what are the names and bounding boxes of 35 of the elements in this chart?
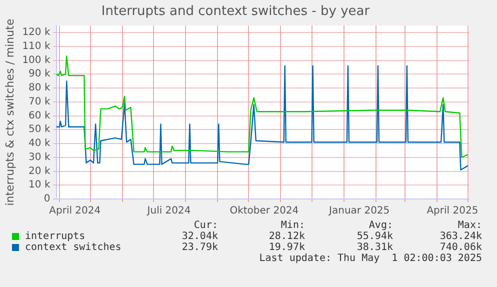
text: Cur:: [192, 220, 218, 231]
y-tick-label: 30 k: [28, 152, 50, 163]
y-tick-label: 110 k: [22, 41, 50, 52]
text: 740.06k: [438, 242, 482, 253]
text: Max:: [456, 220, 482, 231]
y-tick-label: 60 k: [28, 110, 50, 122]
x-tick-label: April 2024: [49, 206, 101, 217]
x-tick-label: April 2025: [426, 206, 478, 217]
text: 55.94k: [356, 231, 393, 242]
text: 32.04k: [180, 231, 218, 242]
y-tick-label: 90 k: [28, 68, 50, 80]
chart-title: Interrupts and context switches - by year: [101, 4, 370, 20]
x-tick-label: Januar 2025: [328, 206, 390, 217]
y-tick-label: 40 k: [28, 138, 50, 150]
text: 28.12k: [268, 231, 305, 242]
legend-label: context switches: [25, 242, 122, 253]
y-tick-label: 10 k: [28, 180, 50, 191]
text: Min:: [280, 220, 305, 231]
x-tick-label: Juli 2024: [146, 206, 191, 217]
y-tick-label: 20 k: [28, 166, 50, 177]
y-tick-label: 70 k: [28, 96, 50, 108]
text: 38.31k: [356, 242, 393, 253]
text: Avg:: [368, 220, 393, 231]
y-tick-label: 0: [44, 194, 50, 205]
text: Last update: Thu May 1 02:00:03 2025: [258, 253, 483, 264]
text: 19.97k: [268, 242, 305, 253]
y-tick-label: 50 k: [28, 124, 50, 136]
text: 363.24k: [438, 231, 482, 242]
y-tick-label: 120 k: [22, 27, 50, 38]
x-tick-label: Oktober 2024: [230, 206, 299, 217]
y-tick-label: 100 k: [22, 54, 50, 66]
y-axis-title: interrupts & ctx switches / minute: [3, 18, 16, 206]
legend-label: interrupts: [25, 231, 86, 242]
text: 23.79k: [180, 242, 218, 253]
y-tick-label: 80 k: [28, 82, 50, 94]
